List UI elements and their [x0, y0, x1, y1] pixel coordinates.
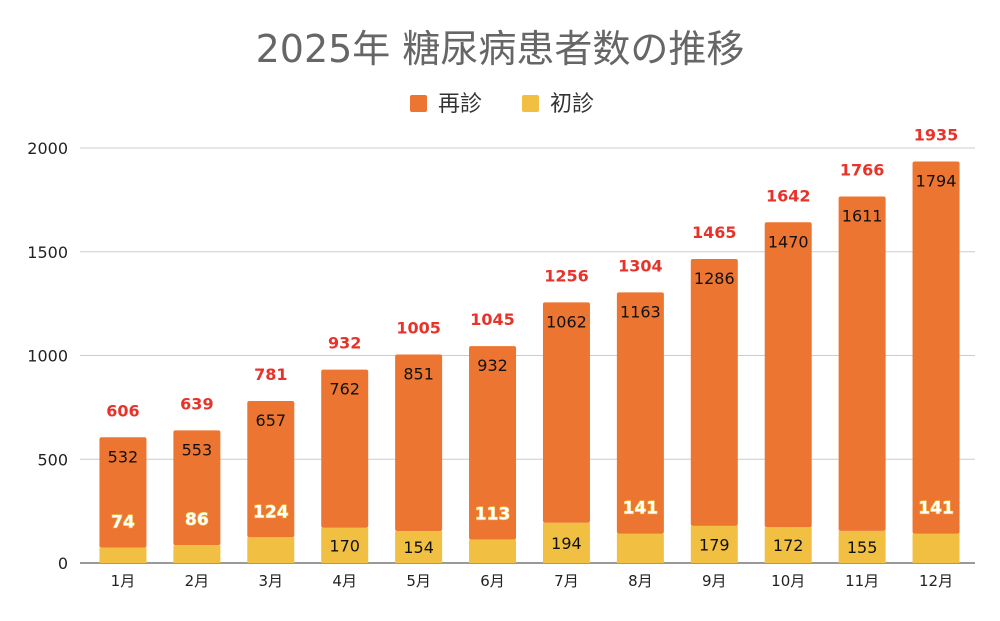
- data-label: 1611: [842, 207, 883, 226]
- x-tick-label: 3月: [259, 572, 284, 590]
- total-label: 1766: [840, 161, 885, 180]
- bar-segment: [838, 196, 886, 531]
- data-label: 851: [403, 364, 434, 383]
- total-label: 639: [180, 394, 213, 413]
- legend-swatch: [410, 95, 427, 112]
- bar-segment: [247, 537, 295, 563]
- y-tick-label: 2000: [27, 139, 68, 158]
- x-tick-label: 4月: [332, 572, 357, 590]
- data-label: 932: [477, 356, 508, 375]
- bar-segment: [173, 545, 221, 563]
- y-tick-label: 1500: [27, 243, 68, 262]
- data-label: 141: [623, 499, 659, 519]
- bar-segment: [99, 547, 147, 563]
- bar-segment: [99, 437, 147, 548]
- x-tick-label: 12月: [919, 572, 953, 590]
- data-label: 1470: [768, 232, 809, 251]
- x-tick-label: 10月: [771, 572, 805, 590]
- chart-title: 2025年 糖尿病患者数の推移: [256, 27, 745, 71]
- total-label: 1642: [766, 186, 811, 205]
- data-label: 1794: [916, 171, 957, 190]
- labels: 74 532 606 1月 86 553 639 2月 124 657 781 3月 170 762 932…: [106, 125, 958, 590]
- legend-label: 初診: [550, 92, 594, 117]
- bar-segment: [173, 430, 221, 546]
- total-label: 1256: [544, 266, 589, 285]
- bar-segment: [690, 259, 738, 526]
- x-tick-label: 2月: [185, 572, 210, 590]
- x-tick-label: 8月: [628, 572, 653, 590]
- total-label: 606: [106, 401, 139, 420]
- data-label: 155: [847, 538, 878, 557]
- total-label: 932: [328, 334, 361, 353]
- data-label: 124: [253, 502, 289, 522]
- gridlines: 0 500 1000 1500 2000: [27, 139, 975, 573]
- data-label: 170: [329, 536, 360, 555]
- bar-segment: [616, 292, 664, 534]
- bar-segment: [321, 369, 369, 528]
- bar-segment: [247, 400, 295, 538]
- data-label: 194: [551, 534, 582, 553]
- data-label: 86: [185, 510, 209, 530]
- total-label: 1935: [914, 125, 959, 144]
- legend-label: 再診: [438, 92, 482, 117]
- data-label: 553: [182, 440, 213, 459]
- data-label: 1286: [694, 269, 735, 288]
- bar-segment: [616, 533, 664, 563]
- bar-segment: [395, 354, 443, 532]
- x-tick-label: 7月: [554, 572, 579, 590]
- x-tick-label: 5月: [406, 572, 431, 590]
- x-tick-label: 9月: [702, 572, 727, 590]
- total-label: 1045: [470, 310, 515, 329]
- bar-segment: [395, 531, 443, 563]
- data-label: 74: [111, 513, 135, 533]
- bar-segment: [838, 530, 886, 563]
- bar-segment: [764, 527, 812, 563]
- data-label: 113: [475, 505, 511, 525]
- x-tick-label: 1月: [111, 572, 136, 590]
- bar-segment: [321, 527, 369, 563]
- bars: [99, 161, 960, 563]
- bar-segment: [542, 522, 590, 563]
- data-label: 1062: [546, 312, 587, 331]
- bar-segment: [690, 525, 738, 563]
- legend-swatch: [522, 95, 539, 112]
- data-label: 1163: [620, 302, 661, 321]
- data-label: 762: [329, 380, 360, 399]
- bar-segment: [469, 539, 517, 563]
- bar-segment: [912, 533, 960, 563]
- total-label: 1005: [396, 318, 441, 337]
- y-tick-label: 1000: [27, 347, 68, 366]
- bar-segment: [912, 161, 960, 534]
- data-label: 154: [403, 538, 434, 557]
- y-tick-label: 0: [58, 554, 68, 573]
- data-label: 172: [773, 536, 804, 555]
- bar-segment: [469, 346, 517, 540]
- data-label: 179: [699, 535, 730, 554]
- total-label: 1465: [692, 223, 737, 242]
- data-label: 657: [256, 411, 287, 430]
- legend: 再診 初診: [410, 92, 594, 117]
- total-label: 781: [254, 365, 287, 384]
- data-label: 141: [918, 499, 954, 519]
- bar-segment: [542, 302, 590, 523]
- total-label: 1304: [618, 256, 663, 275]
- data-label: 532: [108, 447, 139, 466]
- x-tick-label: 6月: [480, 572, 505, 590]
- y-tick-label: 500: [37, 450, 68, 469]
- bar-segment: [764, 222, 812, 528]
- x-tick-label: 11月: [845, 572, 879, 590]
